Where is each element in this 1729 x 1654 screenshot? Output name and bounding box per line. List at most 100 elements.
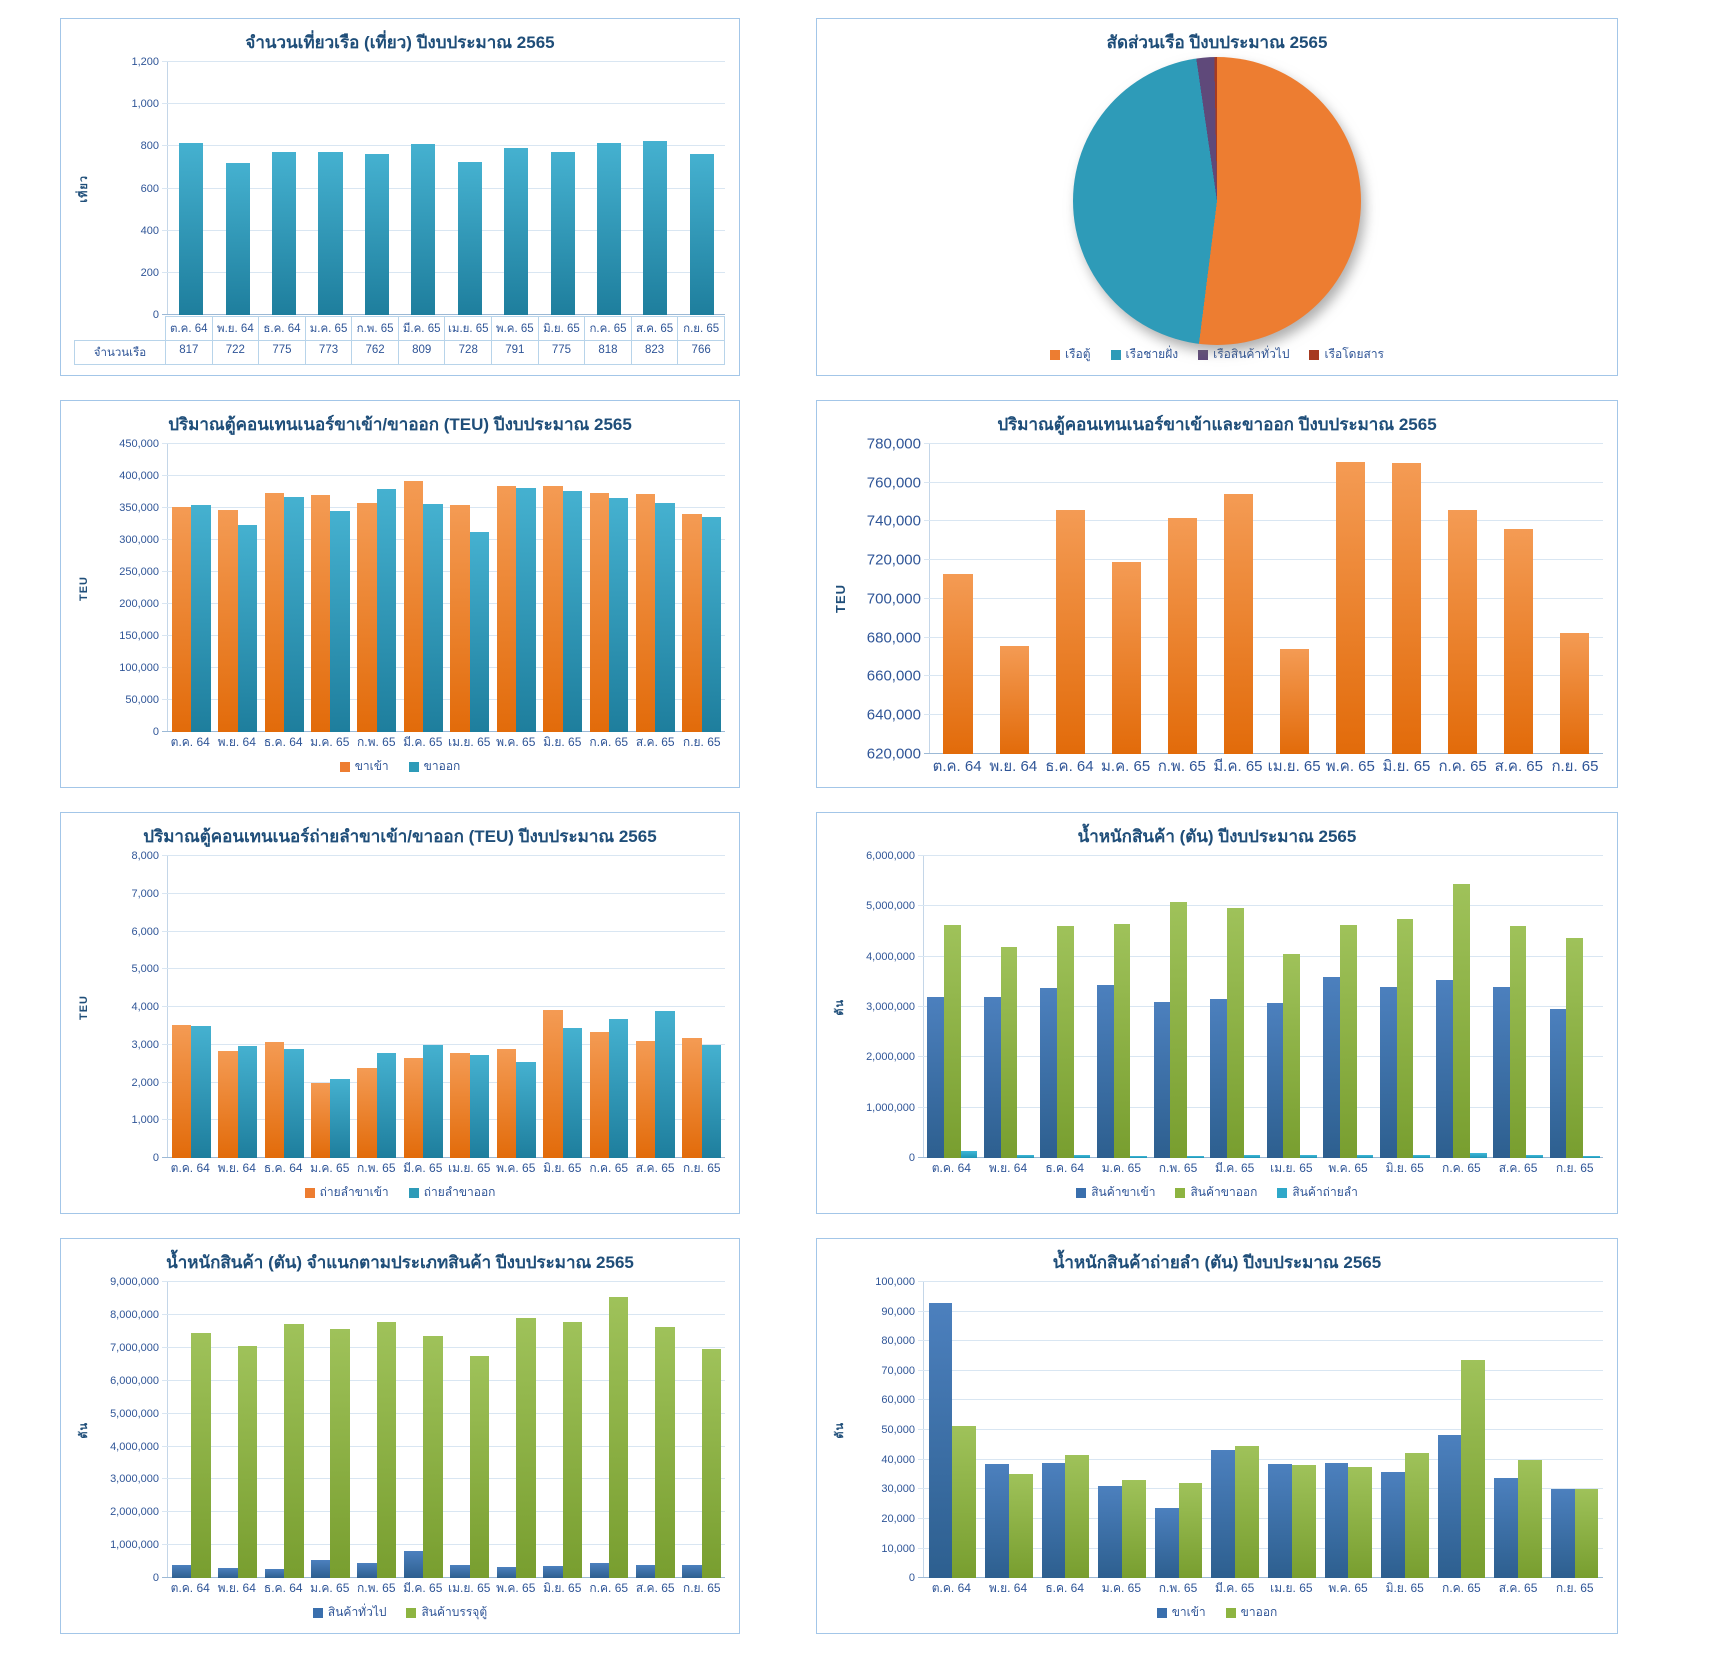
bar[interactable]	[264, 492, 285, 733]
bar[interactable]	[423, 503, 443, 733]
bar[interactable]	[237, 1346, 258, 1579]
bar[interactable]	[1494, 1478, 1519, 1579]
bar[interactable]	[310, 495, 331, 733]
chart-panel-teu-total[interactable]: ปริมาณตู้คอนเทนเนอร์ขาเข้าและขาออก ปีงบป…	[816, 400, 1618, 788]
bar[interactable]	[1170, 901, 1187, 1159]
bar[interactable]	[1226, 908, 1244, 1159]
bar[interactable]	[171, 506, 192, 733]
bar[interactable]	[1130, 1155, 1148, 1159]
bar[interactable]	[330, 1079, 350, 1159]
bar[interactable]	[985, 1464, 1009, 1579]
bar[interactable]	[1392, 463, 1422, 754]
bar[interactable]	[1098, 1485, 1123, 1579]
bar[interactable]	[655, 1327, 675, 1579]
bar[interactable]	[589, 1032, 609, 1159]
bar[interactable]	[1186, 1155, 1204, 1159]
bar[interactable]	[450, 504, 470, 733]
bar[interactable]	[682, 514, 702, 733]
bar[interactable]	[457, 161, 482, 315]
bar[interactable]	[609, 1019, 629, 1159]
bar[interactable]	[1073, 1154, 1091, 1159]
bar[interactable]	[543, 1010, 563, 1159]
bar[interactable]	[1065, 1455, 1090, 1579]
bar[interactable]	[1178, 1483, 1203, 1579]
bar[interactable]	[701, 517, 722, 733]
bar[interactable]	[1448, 509, 1478, 754]
bar[interactable]	[1291, 1465, 1316, 1579]
bar[interactable]	[1040, 987, 1058, 1159]
bar[interactable]	[1582, 1156, 1600, 1159]
bar[interactable]	[284, 1324, 304, 1579]
bar[interactable]	[1336, 462, 1366, 754]
bar[interactable]	[1436, 979, 1454, 1159]
bar[interactable]	[1210, 998, 1227, 1159]
bar[interactable]	[655, 1010, 675, 1159]
bar[interactable]	[701, 1349, 722, 1579]
bar[interactable]	[218, 509, 238, 733]
bar[interactable]	[1550, 1488, 1575, 1579]
bar[interactable]	[1122, 1480, 1146, 1579]
bar[interactable]	[284, 497, 304, 733]
bar[interactable]	[191, 1333, 211, 1579]
bar[interactable]	[1339, 925, 1357, 1159]
bar[interactable]	[310, 1082, 331, 1159]
bar[interactable]	[1055, 509, 1085, 754]
bar[interactable]	[411, 144, 436, 315]
bar[interactable]	[1283, 954, 1301, 1159]
chart-panel-ship-trips[interactable]: จำนวนเที่ยวเรือ (เที่ยว) ปีงบประมาณ 2565…	[60, 18, 740, 376]
bar[interactable]	[423, 1044, 443, 1159]
bar[interactable]	[952, 1425, 977, 1579]
bar[interactable]	[1348, 1467, 1373, 1579]
bar[interactable]	[1504, 529, 1534, 754]
bar[interactable]	[376, 489, 397, 733]
chart-panel-cargo-weight[interactable]: น้ำหนักสินค้า (ตัน) ปีงบประมาณ 2565 ตัน 0…	[816, 812, 1618, 1214]
bar[interactable]	[928, 1302, 953, 1579]
bar[interactable]	[1396, 919, 1414, 1159]
bar[interactable]	[1574, 1488, 1599, 1579]
bar[interactable]	[562, 1027, 583, 1159]
bar[interactable]	[450, 1052, 470, 1159]
bar[interactable]	[403, 481, 424, 733]
bar[interactable]	[310, 1560, 331, 1579]
bar[interactable]	[237, 1046, 258, 1159]
bar[interactable]	[423, 1335, 443, 1579]
bar[interactable]	[1279, 649, 1310, 754]
bar[interactable]	[1111, 562, 1141, 754]
bar[interactable]	[1300, 1154, 1317, 1159]
bar[interactable]	[960, 1151, 978, 1159]
bar[interactable]	[1437, 1435, 1462, 1579]
bar[interactable]	[179, 142, 204, 315]
bar[interactable]	[589, 1563, 609, 1579]
bar[interactable]	[376, 1321, 397, 1579]
chart-panel-transship-teu[interactable]: ปริมาณตู้คอนเทนเนอร์ถ่ายลำขาเข้า/ขาออก (…	[60, 812, 740, 1214]
bar[interactable]	[1017, 1154, 1034, 1159]
chart-panel-teu-in-out[interactable]: ปริมาณตู้คอนเทนเนอร์ขาเข้า/ขาออก (TEU) ป…	[60, 400, 740, 788]
bar[interactable]	[1041, 1462, 1066, 1579]
bar[interactable]	[1243, 1154, 1261, 1159]
bar[interactable]	[562, 490, 583, 733]
chart-panel-transship-weight[interactable]: น้ำหนักสินค้าถ่ายลำ (ตัน) ปีงบประมาณ 256…	[816, 1238, 1618, 1634]
bar[interactable]	[543, 485, 563, 733]
bar[interactable]	[562, 1321, 583, 1579]
bar[interactable]	[1324, 1462, 1349, 1579]
bar[interactable]	[516, 488, 536, 733]
bar[interactable]	[1469, 1152, 1487, 1159]
bar[interactable]	[1518, 1459, 1542, 1579]
bar[interactable]	[496, 1567, 517, 1579]
bar[interactable]	[450, 1565, 470, 1579]
bar[interactable]	[543, 1566, 563, 1579]
bar[interactable]	[1379, 986, 1397, 1159]
bar[interactable]	[1153, 1001, 1171, 1159]
chart-panel-cargo-by-type[interactable]: น้ำหนักสินค้า (ตัน) จำแนกตามประเภทสินค้า…	[60, 1238, 740, 1634]
bar[interactable]	[701, 1044, 722, 1159]
bar[interactable]	[1268, 1463, 1292, 1579]
bar[interactable]	[1413, 1154, 1430, 1159]
bar[interactable]	[1381, 1471, 1405, 1579]
bar[interactable]	[1404, 1452, 1429, 1579]
bar[interactable]	[635, 1040, 656, 1159]
bar[interactable]	[171, 1565, 192, 1579]
bar[interactable]	[689, 153, 714, 315]
bar[interactable]	[609, 498, 629, 733]
bar[interactable]	[403, 1551, 424, 1579]
bar[interactable]	[376, 1052, 397, 1159]
